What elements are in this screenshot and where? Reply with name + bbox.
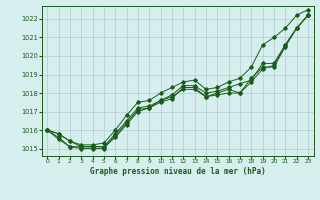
X-axis label: Graphe pression niveau de la mer (hPa): Graphe pression niveau de la mer (hPa) [90,167,266,176]
